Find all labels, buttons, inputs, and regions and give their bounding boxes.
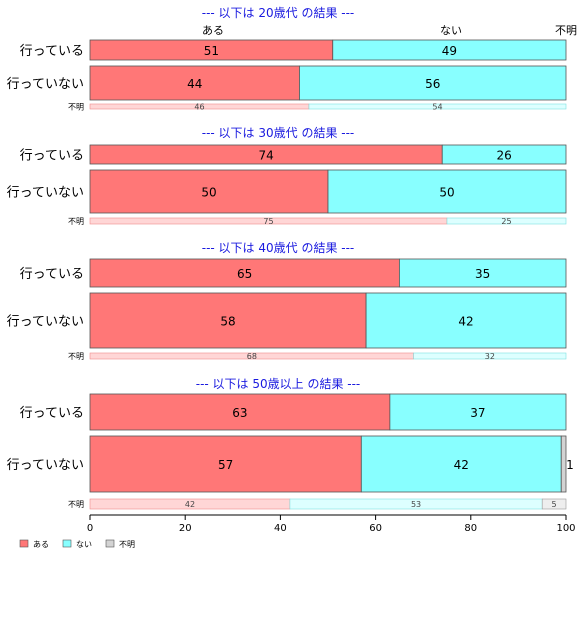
bar-label-0-0-1: 49 — [442, 44, 457, 58]
bar-label-2-2-1: 32 — [485, 352, 495, 361]
bar-segment-2-1-1 — [365, 292, 567, 349]
bar-segment-0-1-1 — [299, 65, 567, 101]
bar-segment-0-0-1 — [332, 39, 567, 61]
header-label-2: 不明 — [555, 24, 577, 37]
row-label-0-0: 行っている — [20, 44, 84, 59]
row-label-0-1: 行っていない — [7, 77, 84, 92]
bar-label-1-1-1: 50 — [439, 186, 454, 200]
bar-label-1-0-0: 74 — [258, 149, 273, 163]
x-tick-label-1: 20 — [179, 523, 192, 534]
bar-label-0-2-0: 46 — [194, 103, 204, 112]
bar-segment-2-2-1 — [413, 352, 567, 360]
legend-swatch-1 — [62, 539, 72, 548]
bar-label-2-2-0: 68 — [247, 352, 257, 361]
row-label-1-0: 行っている — [20, 149, 84, 164]
bar-label-1-0-1: 26 — [496, 149, 511, 163]
bar-label-1-2-0: 75 — [263, 217, 273, 226]
header-label-1: ない — [440, 24, 462, 37]
panel-title-0: --- 以下は 20歳代 の結果 --- — [202, 6, 355, 20]
legend-swatch-0 — [19, 539, 29, 548]
bar-segment-3-1-1 — [360, 435, 562, 493]
bar-segment-1-0-1 — [441, 144, 567, 165]
bar-label-0-1-0: 44 — [187, 77, 202, 91]
x-tick-label-3: 60 — [369, 523, 382, 534]
row-label-0-2: 不明 — [68, 103, 84, 112]
bar-label-3-0-0: 63 — [232, 406, 247, 420]
bar-label-0-1-1: 56 — [425, 77, 440, 91]
bar-segment-2-0-1 — [398, 258, 567, 288]
bar-label-3-1-0: 57 — [218, 458, 233, 472]
bar-segment-1-1-1 — [327, 169, 567, 214]
bar-label-2-0-1: 35 — [475, 267, 490, 281]
bar-segment-2-0-0 — [89, 258, 400, 288]
bar-label-3-1-1: 42 — [454, 458, 469, 472]
bar-label-3-1-2: 1 — [566, 458, 574, 472]
bar-segment-2-1-0 — [89, 292, 367, 349]
bar-label-3-0-1: 37 — [470, 406, 485, 420]
bar-segment-0-1-0 — [89, 65, 300, 101]
row-label-2-1: 行っていない — [7, 315, 84, 330]
legend-label-0: ある — [33, 540, 49, 549]
x-tick-label-5: 100 — [556, 523, 575, 534]
legend-swatch-2 — [105, 539, 115, 548]
row-label-2-2: 不明 — [68, 352, 84, 361]
panel-title-1: --- 以下は 30歳代 の結果 --- — [202, 126, 355, 140]
x-tick-label-4: 80 — [464, 523, 477, 534]
bar-label-2-0-0: 65 — [237, 267, 252, 281]
legend-label-2: 不明 — [119, 540, 135, 549]
bar-segment-3-1-2 — [560, 435, 567, 493]
header-label-0: ある — [202, 24, 224, 37]
panel-title-2: --- 以下は 40歳代 の結果 --- — [202, 241, 355, 255]
x-tick-label-2: 40 — [274, 523, 287, 534]
bar-segment-1-2-1 — [446, 217, 567, 225]
bar-segment-3-2-2 — [541, 498, 567, 510]
bar-segment-0-2-1 — [308, 103, 567, 110]
bar-label-3-2-0: 42 — [185, 500, 195, 509]
bar-segment-3-0-1 — [389, 393, 567, 431]
row-label-3-1: 行っていない — [7, 458, 84, 473]
bar-label-1-1-0: 50 — [201, 186, 216, 200]
row-label-2-0: 行っている — [20, 267, 84, 282]
x-tick-label-0: 0 — [87, 523, 93, 534]
panel-title-3: --- 以下は 50歳以上 の結果 --- — [196, 377, 361, 391]
row-label-3-0: 行っている — [20, 406, 84, 421]
bar-label-3-2-2: 5 — [552, 500, 557, 509]
row-label-1-1: 行っていない — [7, 186, 84, 201]
bar-segment-1-1-0 — [89, 169, 329, 214]
bar-label-3-2-1: 53 — [411, 500, 421, 509]
row-label-3-2: 不明 — [68, 500, 84, 509]
bar-label-1-2-1: 25 — [501, 217, 511, 226]
row-label-1-2: 不明 — [68, 217, 84, 226]
bar-label-0-0-0: 51 — [204, 44, 219, 58]
bar-label-2-1-0: 58 — [220, 315, 235, 329]
legend-label-1: ない — [76, 540, 92, 549]
bar-label-0-2-1: 54 — [432, 103, 442, 112]
bar-segment-3-1-0 — [89, 435, 362, 493]
bar-label-2-1-1: 42 — [458, 315, 473, 329]
